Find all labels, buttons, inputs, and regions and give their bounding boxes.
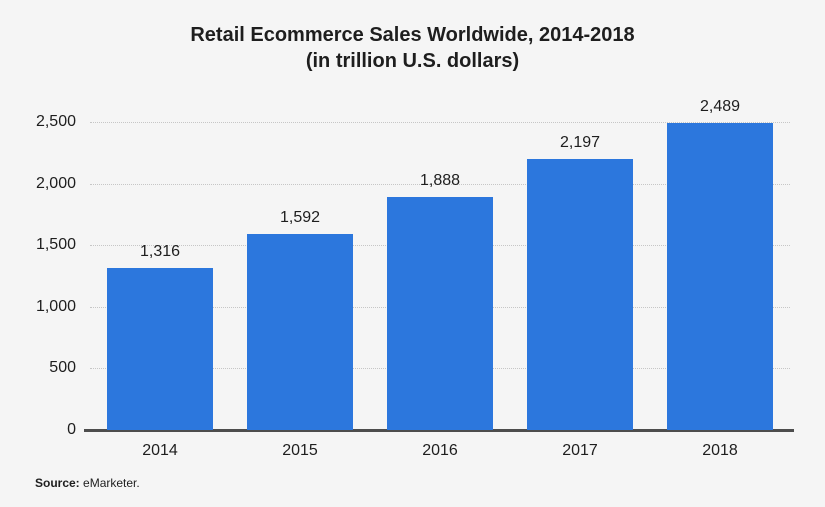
plot-area: 0 500 1,000 1,500 2,000 2,500 1,316 2014 1,592 20… <box>36 98 794 459</box>
y-tick-label: 1,500 <box>35 236 76 254</box>
bar-value-label: 1,316 <box>139 242 181 260</box>
y-tick-label: 2,500 <box>35 113 76 130</box>
x-tick-label: 2018 <box>702 442 738 459</box>
bar-2016 <box>387 197 493 430</box>
source-note: Source: eMarketer. <box>35 476 140 490</box>
y-tick-label: 1,000 <box>35 297 76 315</box>
bar-2018 <box>667 123 773 430</box>
bar-2017 <box>527 159 633 430</box>
x-tick-label: 2014 <box>142 442 178 459</box>
y-tick-label: 500 <box>49 359 76 377</box>
x-tick-label: 2015 <box>282 442 318 459</box>
source-label: Source: <box>35 476 80 490</box>
bar-value-label: 2,197 <box>559 134 601 152</box>
title-block: Retail Ecommerce Sales Worldwide, 2014-2… <box>0 22 825 74</box>
bar-value-label: 1,888 <box>419 172 461 190</box>
chart-title: Retail Ecommerce Sales Worldwide, 2014-2… <box>190 24 635 46</box>
x-tick-label: 2016 <box>422 442 458 459</box>
x-axis-line <box>84 429 794 432</box>
bar-2015 <box>247 233 353 430</box>
gridline <box>90 122 790 123</box>
bar-value-label: 2,489 <box>699 98 741 116</box>
chart-subtitle: (in trillion U.S. dollars) <box>305 50 520 72</box>
source-text: eMarketer. <box>79 476 140 490</box>
bar-2014 <box>107 267 213 430</box>
bar-value-label: 1,592 <box>279 208 321 226</box>
gridline <box>90 183 790 185</box>
x-tick-label: 2017 <box>562 442 598 459</box>
y-tick-label: 2,000 <box>35 174 76 192</box>
y-tick-label: 0 <box>67 421 76 438</box>
